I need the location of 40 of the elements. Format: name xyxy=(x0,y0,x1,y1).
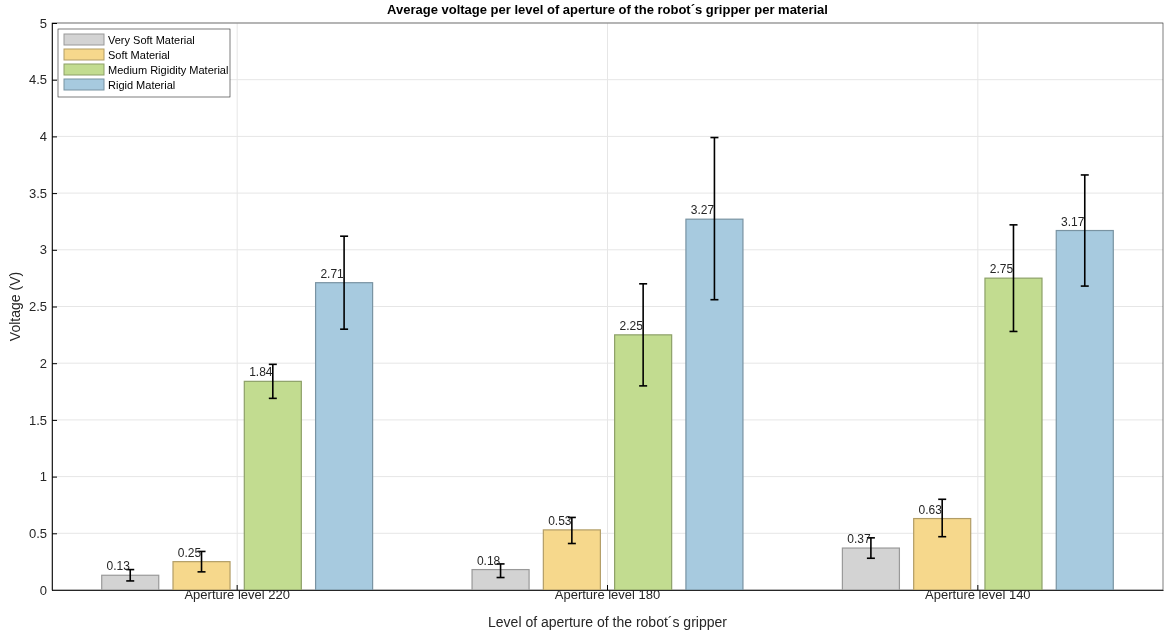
data-label: 2.71 xyxy=(320,266,345,281)
data-label: 0.53 xyxy=(548,513,572,528)
data-label: 0.25 xyxy=(177,545,202,560)
bar xyxy=(685,218,744,591)
data-label: 2.75 xyxy=(989,262,1014,277)
data-label: 0.37 xyxy=(847,532,871,547)
bar xyxy=(841,547,901,591)
data-label: 0.13 xyxy=(106,559,131,574)
bar xyxy=(984,277,1043,591)
data-label: 0.18 xyxy=(476,553,501,568)
data-label: 1.84 xyxy=(249,365,273,380)
y-tick-label: 0.5 xyxy=(28,525,47,541)
bar xyxy=(913,517,972,591)
bar xyxy=(542,529,601,591)
y-tick-label: 1 xyxy=(39,469,47,485)
y-tick-label: 4 xyxy=(39,129,47,145)
bar xyxy=(172,561,231,591)
y-tick-label: 2.5 xyxy=(28,299,47,315)
data-label: 3.27 xyxy=(690,203,715,218)
data-label: 3.17 xyxy=(1061,214,1085,229)
bar xyxy=(1055,229,1114,591)
legend-label: Very Soft Material xyxy=(108,33,195,46)
legend-label: Rigid Material xyxy=(108,78,176,91)
y-tick-label: 2 xyxy=(39,355,47,371)
chart-title: Average voltage per level of aperture of the robot´s gripper per material xyxy=(387,2,828,17)
bar xyxy=(614,334,673,591)
y-tick-label: 0 xyxy=(39,582,47,598)
y-tick-label: 4.5 xyxy=(28,72,47,88)
bar xyxy=(471,568,530,591)
y-axis-title: Voltage (V) xyxy=(7,271,23,342)
y-tick-label: 3 xyxy=(39,242,47,258)
legend-label: Soft Material xyxy=(108,48,170,61)
legend-label: Medium Rigidity Material xyxy=(108,63,229,76)
y-tick-label: 3.5 xyxy=(28,185,47,201)
bar xyxy=(314,282,374,591)
y-tick-label: 5 xyxy=(39,15,47,31)
y-tick-label: 1.5 xyxy=(28,412,47,428)
bar xyxy=(101,574,160,591)
bar xyxy=(243,380,302,591)
x-axis-title: Level of aperture of the robot´s gripper xyxy=(488,614,728,630)
